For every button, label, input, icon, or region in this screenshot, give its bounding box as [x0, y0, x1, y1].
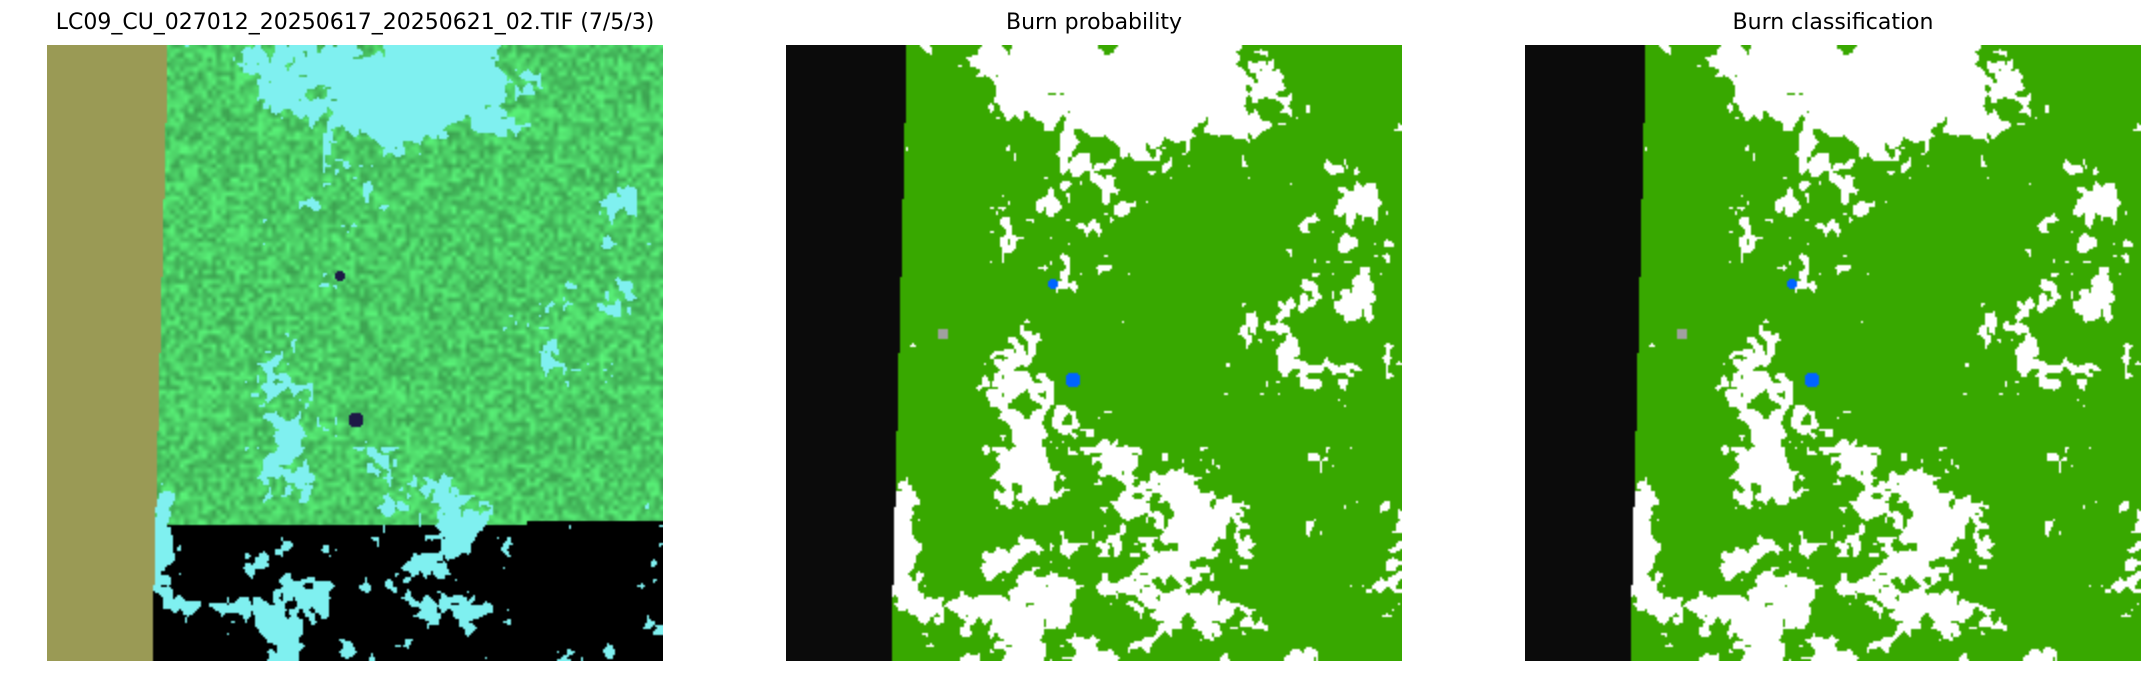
panel-title-burn-probability: Burn probability	[1005, 10, 1183, 35]
panel-title-burn-classification: Burn classification	[1732, 10, 1934, 35]
panel-title-rgb: LC09_CU_027012_20250617_20250621_02.TIF …	[55, 10, 655, 35]
burn-classification-image	[1525, 45, 2141, 661]
rgb-composite-image	[47, 45, 663, 661]
burn-probability-image	[786, 45, 1402, 661]
